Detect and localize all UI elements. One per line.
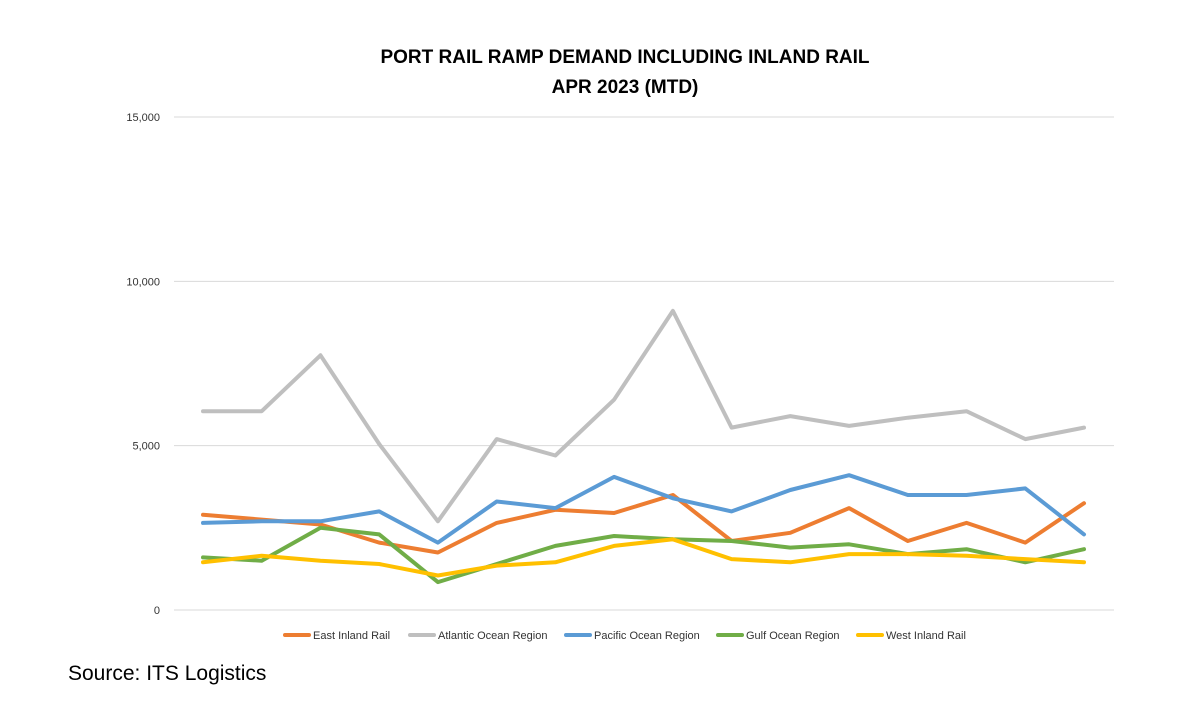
legend-label: East Inland Rail [313, 630, 390, 642]
series-line-pacific-ocean-region [201, 473, 1086, 545]
legend-label: Atlantic Ocean Region [438, 630, 547, 642]
series-line-gulf-ocean-region [201, 525, 1086, 585]
y-tick-label: 15,000 [126, 112, 160, 124]
series-line-east-inland-rail [201, 493, 1086, 555]
gridlines [174, 116, 1114, 611]
series-line-west-inland-rail [201, 537, 1086, 578]
y-tick-label: 5,000 [132, 441, 160, 453]
legend-label: West Inland Rail [886, 630, 966, 642]
legend-label: Gulf Ocean Region [746, 630, 840, 642]
series-lines [201, 308, 1086, 585]
y-tick-label: 0 [154, 605, 160, 617]
legend-label: Pacific Ocean Region [594, 630, 700, 642]
series-line-atlantic-ocean-region [201, 308, 1086, 524]
chart-subtitle: APR 2023 (MTD) [551, 77, 699, 98]
y-axis: 0 5,000 10,000 15,000 [126, 112, 160, 617]
chart-title: PORT RAIL RAMP DEMAND INCLUDING INLAND R… [380, 47, 870, 68]
source-note: Source: ITS Logistics [68, 662, 267, 685]
y-tick-label: 10,000 [126, 276, 160, 288]
legend: East Inland Rail Atlantic Ocean Region Pac… [283, 630, 966, 642]
